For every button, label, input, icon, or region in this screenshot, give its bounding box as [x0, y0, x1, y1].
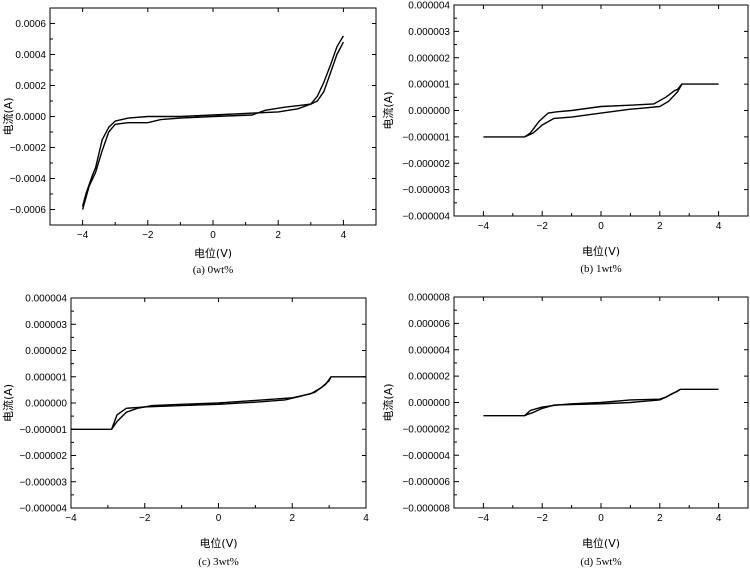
y-tick-label: 0.000003: [408, 27, 450, 38]
x-tick-label: 0: [210, 230, 216, 241]
x-axis-title: 电位(V): [582, 244, 620, 258]
y-tick-label: 0.0004: [15, 50, 46, 61]
y-tick-label: 0.000001: [408, 80, 450, 91]
y-tick-label: −0.000002: [402, 159, 450, 170]
y-tick-label: 0.000001: [25, 372, 67, 383]
x-tick-label: 4: [716, 513, 722, 524]
series-line-1: [110, 376, 332, 430]
x-tick-label: 2: [657, 221, 663, 232]
x-tick-label: 2: [275, 230, 281, 241]
chart-panel-0: −0.0006 −0.0004 −0.0002 0.0000 0.0002 0.0004 0…: [1, 7, 377, 276]
x-tick-label: −4: [478, 221, 490, 232]
y-tick-label: 0.000006: [408, 319, 450, 330]
y-tick-label: −0.000003: [402, 185, 450, 196]
x-tick-label: 2: [657, 513, 663, 524]
y-tick-label: 0.000002: [408, 53, 450, 64]
y-tick-label: 0.000004: [25, 294, 67, 305]
x-axis-title: 电位(V): [582, 536, 620, 550]
y-tick-label: 0.0002: [15, 81, 46, 92]
series-line-1: [524, 388, 681, 417]
y-tick-label: −0.000002: [19, 451, 67, 462]
series-line-1: [524, 83, 683, 138]
x-tick-label: −2: [142, 230, 154, 241]
x-tick-label: 2: [289, 513, 295, 524]
y-tick-label: −0.0004: [10, 174, 47, 185]
chart-panel-3: −0.000008 −0.000006 −0.000004 −0.000002 0.00…: [381, 293, 749, 568]
y-tick-label: 0.000002: [25, 346, 67, 357]
y-tick-label: −0.000006: [402, 477, 450, 488]
y-tick-label: −0.000004: [402, 451, 450, 462]
y-tick-label: −0.0002: [10, 143, 47, 154]
x-tick-label: 0: [598, 221, 604, 232]
x-axis-title: 电位(V): [199, 536, 237, 550]
x-tick-label: −2: [536, 513, 548, 524]
x-axis-title: 电位(V): [194, 246, 232, 260]
y-tick-label: 0.000002: [408, 372, 450, 383]
series-line-0: [81, 35, 345, 207]
x-tick-label: −4: [77, 230, 89, 241]
x-tick-label: −4: [478, 513, 490, 524]
x-tick-label: 4: [363, 513, 369, 524]
y-axis-title: 电流(A): [1, 97, 15, 135]
x-tick-label: −2: [536, 221, 548, 232]
y-tick-label: 0.0000: [15, 112, 46, 123]
panel-caption: (a) 0wt%: [193, 264, 234, 276]
y-tick-label: −0.000003: [19, 477, 67, 488]
x-tick-label: −4: [65, 513, 77, 524]
y-tick-label: 0.000000: [25, 399, 67, 410]
y-tick-label: −0.000001: [402, 132, 450, 143]
series-line-0: [483, 83, 719, 138]
y-tick-label: 0.000004: [408, 345, 450, 356]
y-axis-title: 电流(A): [1, 384, 15, 422]
y-tick-label: 0.000000: [408, 398, 450, 409]
y-tick-label: −0.0006: [10, 205, 47, 216]
panel-caption: (c) 3wt%: [198, 556, 239, 568]
y-tick-label: 0.000003: [25, 320, 67, 331]
panel-caption: (d) 5wt%: [580, 556, 621, 568]
chart-panel-2: −0.000004 −0.000003 −0.000002 −0.000001 0.00…: [1, 294, 369, 569]
x-tick-label: 4: [341, 230, 347, 241]
series-line-0: [483, 388, 719, 417]
panel-caption: (b) 1wt%: [580, 263, 621, 275]
y-tick-label: −0.000002: [402, 424, 450, 435]
chart-panel-1: −0.000004 −0.000003 −0.000002 −0.000001 0.00…: [381, 1, 749, 275]
y-tick-label: 0.0006: [15, 19, 46, 30]
y-tick-label: −0.000004: [402, 212, 450, 223]
x-tick-label: −2: [139, 513, 151, 524]
y-tick-label: −0.000001: [19, 425, 67, 436]
x-tick-label: 0: [598, 513, 604, 524]
x-tick-label: 4: [716, 221, 722, 232]
y-axis-title: 电流(A): [381, 383, 395, 421]
y-tick-label: 0.000000: [408, 106, 450, 117]
plot-frame: [453, 4, 749, 217]
series-line-1: [81, 41, 345, 210]
y-tick-label: −0.000008: [402, 504, 450, 515]
x-tick-label: 0: [216, 513, 222, 524]
y-tick-label: −0.000004: [19, 504, 67, 515]
y-tick-label: 0.000004: [408, 1, 450, 12]
y-tick-label: 0.000008: [408, 293, 450, 304]
y-axis-title: 电流(A): [381, 91, 395, 129]
